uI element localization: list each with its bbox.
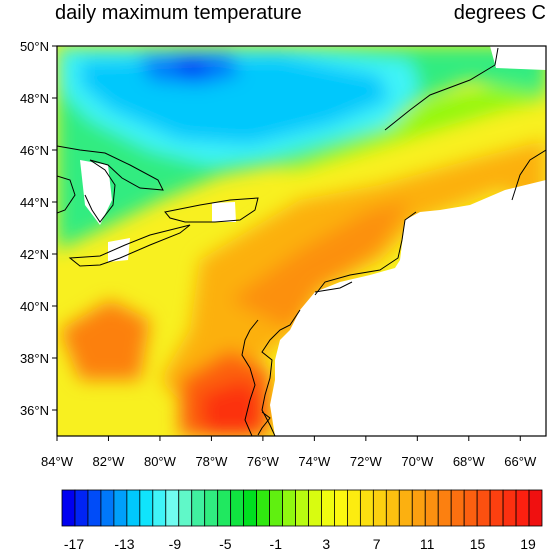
- temperature-field: [57, 46, 546, 436]
- lon-tick-label: 84°W: [41, 454, 74, 469]
- lon-tick-label: 82°W: [93, 454, 126, 469]
- lat-tick-label: 46°N: [20, 143, 49, 158]
- colorbar-swatch: [204, 489, 219, 527]
- colorbar-label: 11: [420, 536, 435, 552]
- colorbar-swatch: [282, 489, 296, 527]
- colorbar-swatch: [424, 489, 439, 527]
- colorbar-label: 7: [373, 536, 381, 552]
- colorbar-swatch: [334, 489, 348, 527]
- lon-tick-label: 68°W: [453, 454, 486, 469]
- colorbar-label: 19: [520, 536, 536, 552]
- colorbar-swatch: [528, 489, 543, 527]
- colorbar-swatch: [230, 489, 245, 527]
- colorbar-swatch: [165, 489, 180, 527]
- colorbar-swatch: [347, 489, 361, 527]
- colorbar-swatch: [502, 489, 517, 527]
- colorbar-swatch: [256, 489, 270, 527]
- lat-tick-label: 48°N: [20, 91, 49, 106]
- colorbar-swatch: [269, 489, 283, 527]
- colorbar-label: 15: [470, 536, 486, 552]
- colorbar-swatch: [113, 489, 128, 527]
- colorbar-label: -1: [270, 536, 283, 552]
- lon-tick-label: 70°W: [401, 454, 434, 469]
- colorbar-swatch: [295, 489, 309, 527]
- colorbar-swatch: [152, 489, 167, 527]
- colorbar-swatch: [321, 489, 335, 527]
- colorbar-label: -5: [219, 536, 232, 552]
- colorbar-swatch: [126, 489, 141, 527]
- lat-tick-label: 42°N: [20, 247, 49, 262]
- coastlines: [57, 47, 546, 436]
- lon-tick-label: 66°W: [504, 454, 537, 469]
- colorbar-label: -9: [169, 536, 182, 552]
- colorbar-swatch: [515, 489, 530, 527]
- lon-tick-label: 80°W: [144, 454, 177, 469]
- colorbar-swatch: [74, 489, 89, 527]
- colorbar-swatch: [178, 489, 193, 527]
- colorbar-swatch: [463, 489, 478, 527]
- plot-frame: [56, 45, 547, 437]
- colorbar-label: 3: [322, 536, 330, 552]
- colorbar-swatch: [87, 489, 102, 527]
- colorbar-swatch: [243, 489, 257, 527]
- lon-tick-label: 78°W: [195, 454, 228, 469]
- colorbar: -17 -13 -9 -5 -1 3 7 11 15 19: [61, 489, 543, 552]
- lat-tick-label: 38°N: [20, 351, 49, 366]
- colorbar-swatch: [372, 489, 387, 527]
- colorbar-label: -13: [114, 536, 134, 552]
- axes: 84°W 82°W 80°W 78°W 76°W 74°W 72°W 70°W 68°W 66°W…: [20, 39, 537, 469]
- lat-tick-label: 36°N: [20, 403, 49, 418]
- lat-tick-label: 50°N: [20, 39, 49, 54]
- lat-tick-label: 40°N: [20, 299, 49, 314]
- colorbar-swatch: [476, 489, 491, 527]
- colorbar-swatch: [100, 489, 115, 527]
- colorbar-swatch: [139, 489, 154, 527]
- colorbar-swatch: [308, 489, 322, 527]
- lon-tick-label: 72°W: [350, 454, 383, 469]
- colorbar-swatch: [191, 489, 206, 527]
- lon-tick-label: 76°W: [247, 454, 280, 469]
- units-label: degrees C: [453, 2, 546, 24]
- colorbar-swatch: [489, 489, 504, 527]
- colorbar-swatch: [359, 489, 374, 527]
- colorbar-swatch: [411, 489, 426, 527]
- colorbar-label: -17: [64, 536, 84, 552]
- lon-tick-label: 74°W: [298, 454, 331, 469]
- colorbar-swatch: [398, 489, 413, 527]
- colorbar-swatch: [437, 489, 452, 527]
- colorbar-swatch: [217, 489, 232, 527]
- colorbar-swatch: [450, 489, 465, 527]
- colorbar-swatch: [385, 489, 400, 527]
- lat-tick-label: 44°N: [20, 195, 49, 210]
- colorbar-swatch: [61, 489, 76, 527]
- map-title: daily maximum temperature: [55, 2, 302, 24]
